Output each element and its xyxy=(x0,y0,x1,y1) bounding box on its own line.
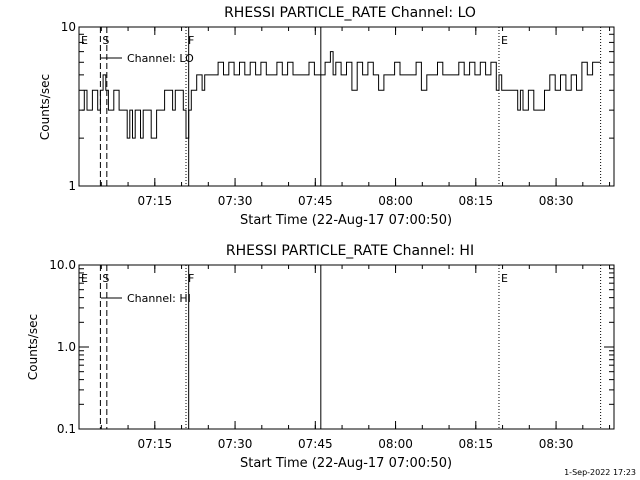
x-tick-label: 07:30 xyxy=(218,194,253,208)
y-tick-label: 10 xyxy=(61,20,76,34)
y-axis-label: Counts/sec xyxy=(26,314,40,380)
x-tick-label: 08:30 xyxy=(539,437,574,451)
legend-label: Channel: HI xyxy=(127,292,191,305)
event-marker-label: S xyxy=(102,34,109,47)
event-marker-label: E xyxy=(81,34,88,47)
y-tick-label: 1 xyxy=(68,179,76,193)
chart-title: RHESSI PARTICLE_RATE Channel: LO xyxy=(224,5,476,21)
event-marker-label: S xyxy=(102,272,109,285)
plot-frame xyxy=(78,26,615,187)
event-marker-label: E xyxy=(501,34,508,47)
x-axis-label: Start Time (22-Aug-17 07:00:50) xyxy=(240,213,452,228)
chart-panel-hi: RHESSI PARTICLE_RATE Channel: HI Counts/… xyxy=(26,243,615,471)
y-tick-label: 10.0 xyxy=(49,258,76,272)
data-series-line xyxy=(81,51,601,139)
y-axis-label: Counts/sec xyxy=(38,74,52,140)
event-marker-label: E xyxy=(81,272,88,285)
x-tick-label: 08:00 xyxy=(378,194,413,208)
event-marker-label: F xyxy=(188,272,194,285)
y-tick-label: 0.1 xyxy=(57,422,76,436)
x-tick-label: 08:00 xyxy=(378,437,413,451)
x-tick-label: 08:15 xyxy=(459,194,494,208)
event-marker-label: F xyxy=(188,34,194,47)
x-axis-label: Start Time (22-Aug-17 07:00:50) xyxy=(240,456,452,471)
chart-title: RHESSI PARTICLE_RATE Channel: HI xyxy=(226,243,474,259)
x-tick-label: 08:30 xyxy=(539,194,574,208)
y-tick-label: 1.0 xyxy=(57,340,76,354)
x-tick-label: 07:15 xyxy=(138,194,173,208)
chart-panel-lo: RHESSI PARTICLE_RATE Channel: LO Counts/… xyxy=(38,5,615,228)
legend-label: Channel: LO xyxy=(127,52,194,65)
event-marker-label: E xyxy=(501,272,508,285)
x-tick-label: 07:45 xyxy=(298,437,333,451)
x-tick-label: 08:15 xyxy=(459,437,494,451)
footer-timestamp: 1-Sep-2022 17:23 xyxy=(564,468,636,477)
x-tick-label: 07:15 xyxy=(138,437,173,451)
x-tick-label: 07:30 xyxy=(218,437,253,451)
x-tick-label: 07:45 xyxy=(298,194,333,208)
